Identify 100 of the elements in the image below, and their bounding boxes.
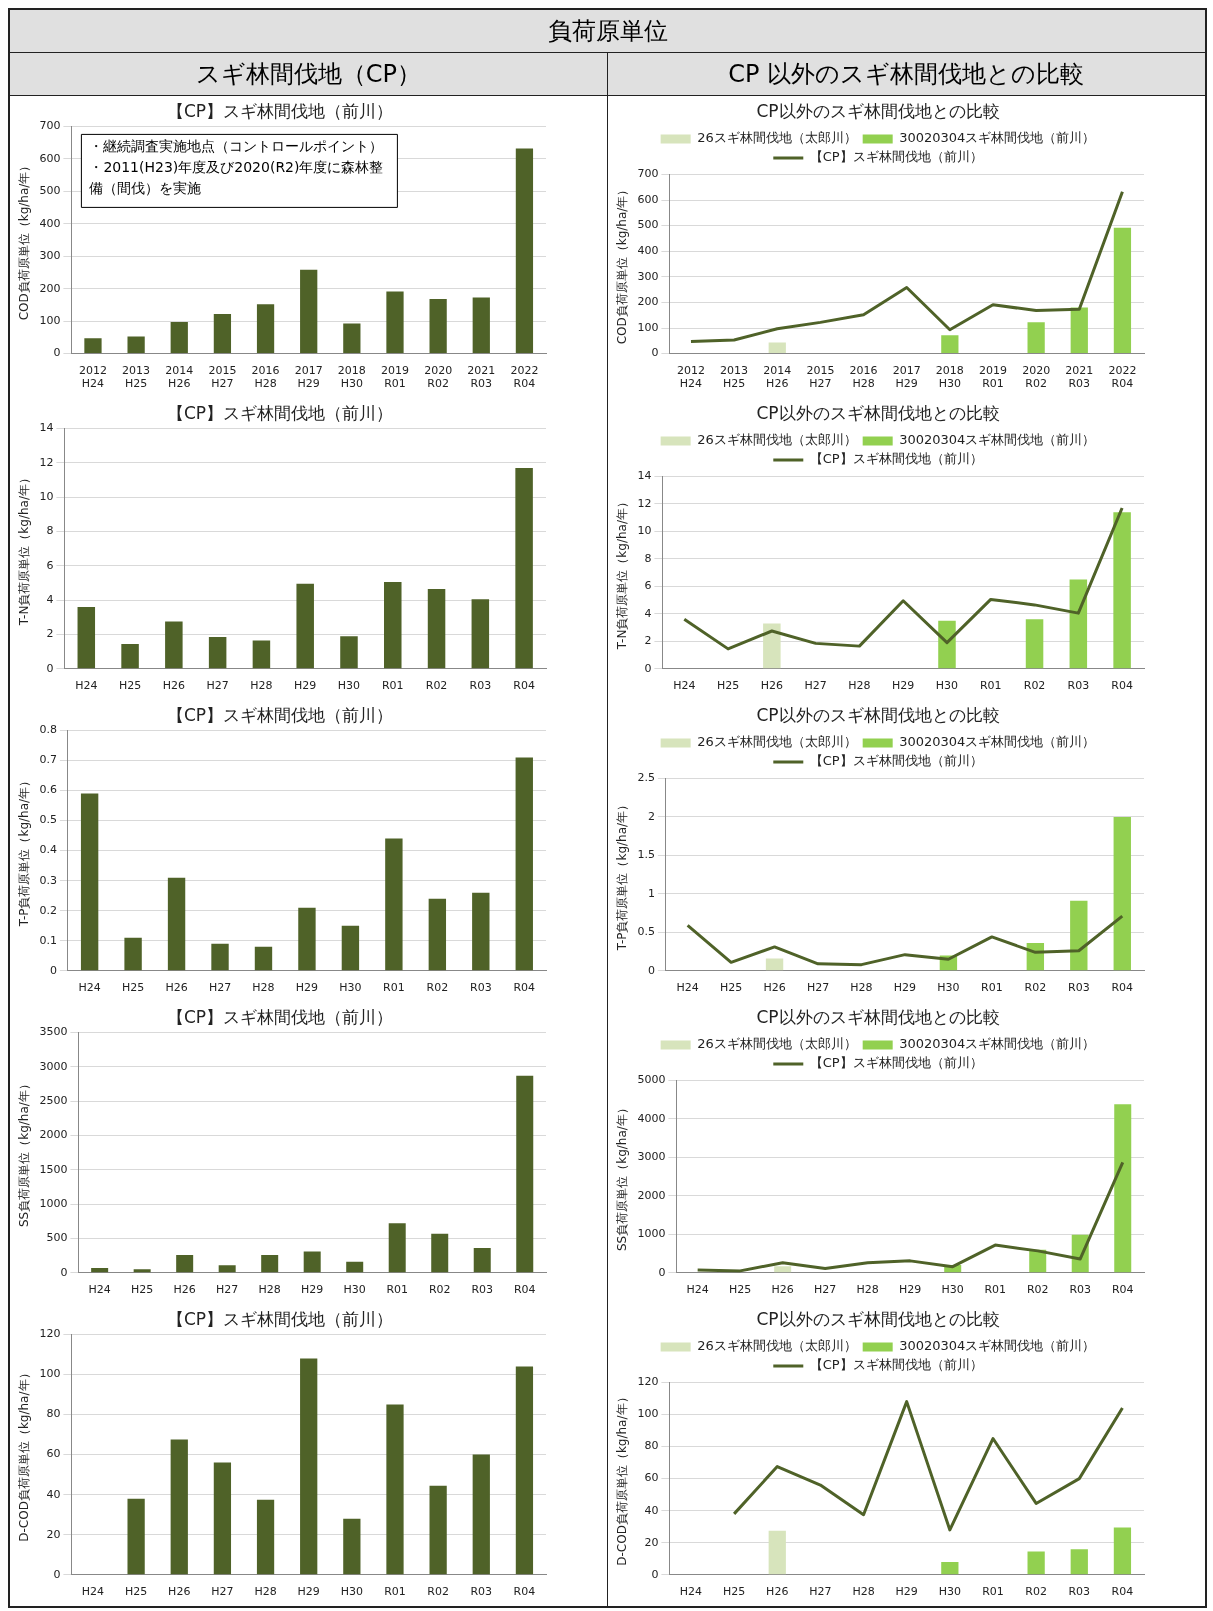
x-tick-label: H27: [208, 981, 232, 995]
y-tick-label: 0: [46, 661, 54, 675]
x-tick-label: R03: [1068, 1283, 1091, 1297]
x-tick-label: H30: [935, 679, 958, 693]
y-axis-title: COD負荷原単位（kg/ha/年）: [614, 183, 629, 345]
x-tick-label: R02: [427, 1585, 449, 1599]
x-tick-label: H24: [679, 1585, 702, 1599]
x-tick-label: H25: [719, 981, 742, 995]
x-tick-label: 2016 H28: [849, 364, 878, 391]
x-tick-label: H26: [173, 1283, 196, 1297]
text: スギ林間伐地（CP）: [10, 53, 608, 96]
y-tick-label: 0: [60, 1265, 68, 1279]
x-tick-label: H28: [849, 981, 873, 995]
x-tick-label: 2020 R02: [424, 364, 453, 391]
x-tick-label: R04: [513, 1585, 536, 1599]
y-tick-label: 700: [39, 119, 61, 133]
y-axis-title: D-COD負荷原単位（kg/ha/年）: [614, 1391, 629, 1566]
y-tick-label: 2500: [39, 1093, 68, 1107]
x-tick-label: H27: [206, 679, 229, 693]
legend-label: 【CP】スギ林間伐地（前川）: [809, 451, 983, 467]
legend-label: 30020304スギ林間伐地（前川）: [898, 432, 1095, 448]
y-tick-label: 200: [39, 281, 61, 295]
y-axis-title: T-N負荷原単位（kg/ha/年）: [614, 496, 629, 651]
x-tick-label: R03: [1067, 981, 1090, 995]
y-axis-title: T-N負荷原単位（kg/ha/年）: [17, 472, 32, 627]
x-tick-label: H25: [121, 981, 145, 995]
y-tick-label: 2.5: [636, 771, 655, 785]
x-tick-label: H30: [339, 981, 362, 995]
x-tick-label: R01: [384, 1585, 406, 1599]
x-tick-label: 2022 R04: [1107, 364, 1136, 391]
legend-label: 30020304スギ林間伐地（前川）: [898, 1338, 1095, 1354]
x-tick-label: R03: [470, 1585, 493, 1599]
x-tick-label: R04: [1111, 1585, 1133, 1599]
y-tick-label: 100: [636, 1407, 658, 1421]
x-tick-label: R03: [1067, 679, 1089, 693]
legend-label: 26スギ林間伐地（太郎川）: [696, 734, 857, 750]
annotation: ・継続調査実施地点（コントロールポイント）: [89, 138, 384, 155]
x-tick-label: R02: [428, 1283, 451, 1297]
y-axis-title: T-P負荷原単位（kg/ha/年）: [614, 798, 629, 952]
chart-title: 【CP】スギ林間伐地（前川）: [166, 704, 394, 725]
x-tick-label: 2014 H26: [762, 364, 791, 391]
y-tick-label: 10: [39, 489, 54, 503]
y-tick-label: 0.8: [39, 723, 57, 737]
y-axis-title: D-COD負荷原単位（kg/ha/年）: [17, 1367, 32, 1542]
x-tick-label: H28: [851, 1585, 875, 1599]
x-tick-label: H29: [898, 1283, 921, 1297]
legend-label: 26スギ林間伐地（太郎川）: [696, 432, 857, 448]
y-tick-label: 14: [39, 421, 54, 435]
x-tick-label: R01: [981, 1585, 1004, 1599]
x-tick-label: R02: [1026, 1283, 1049, 1297]
x-tick-label: H26: [765, 1585, 788, 1599]
y-tick-label: 500: [636, 218, 658, 232]
x-tick-label: R04: [513, 679, 535, 693]
x-tick-label: H25: [118, 679, 142, 693]
x-tick-label: H27: [808, 1585, 832, 1599]
y-tick-label: 4000: [636, 1111, 665, 1125]
x-tick-label: R02: [1024, 981, 1046, 995]
x-tick-label: H29: [297, 1585, 320, 1599]
x-tick-label: R04: [1111, 1283, 1134, 1297]
x-tick-label: H28: [250, 679, 273, 693]
x-tick-label: H24: [672, 679, 695, 693]
y-tick-label: 300: [636, 269, 658, 283]
y-tick-label: 0.4: [39, 843, 57, 857]
y-tick-label: 20: [46, 1527, 61, 1541]
legend-label: 【CP】スギ林間伐地（前川）: [809, 1357, 983, 1373]
annotation: ・2011(H23)年度及び2020(R2)年度に森林整備（間伐）を実施: [89, 159, 384, 197]
y-tick-label: 120: [636, 1375, 658, 1389]
y-tick-label: 12: [39, 455, 54, 469]
x-tick-label: H30: [340, 1585, 363, 1599]
x-tick-label: H30: [938, 1585, 961, 1599]
x-tick-label: H25: [728, 1283, 751, 1297]
x-tick-label: 2019 R01: [978, 364, 1007, 391]
y-axis-title: COD負荷原単位（kg/ha/年）: [17, 159, 32, 321]
x-tick-label: 2015 H27: [208, 364, 237, 391]
x-tick-label: H29: [295, 981, 319, 995]
y-tick-label: 1.5: [636, 848, 655, 862]
y-axis-title: SS負荷原単位（kg/ha/年）: [614, 1102, 629, 1252]
x-tick-label: R01: [979, 679, 1002, 693]
x-tick-label: H28: [856, 1283, 879, 1297]
x-tick-label: H25: [716, 679, 739, 693]
x-tick-label: R01: [383, 981, 405, 995]
y-tick-label: 3500: [39, 1025, 68, 1039]
y-tick-label: 6: [643, 579, 651, 593]
y-axis-title: SS負荷原単位（kg/ha/年）: [17, 1078, 32, 1228]
chart-title: CP以外のスギ林間伐地との比較: [755, 402, 1000, 423]
y-tick-label: 60: [643, 1471, 658, 1485]
x-tick-label: R01: [386, 1283, 409, 1297]
legend-label: 30020304スギ林間伐地（前川）: [898, 734, 1095, 750]
x-tick-label: H24: [81, 1585, 105, 1599]
y-tick-label: 8: [46, 524, 54, 538]
y-tick-label: 14: [636, 469, 651, 483]
legend-label: 【CP】スギ林間伐地（前川）: [809, 149, 983, 165]
legend-label: 30020304スギ林間伐地（前川）: [898, 1036, 1095, 1052]
y-tick-label: 12: [636, 496, 651, 510]
y-tick-label: 80: [46, 1407, 61, 1421]
x-tick-label: 2012 H24: [78, 364, 107, 391]
chart-title: 【CP】スギ林間伐地（前川）: [166, 402, 394, 423]
y-tick-label: 0.5: [636, 925, 655, 939]
x-tick-label: H24: [88, 1283, 111, 1297]
x-tick-label: 2013 H25: [122, 364, 151, 391]
